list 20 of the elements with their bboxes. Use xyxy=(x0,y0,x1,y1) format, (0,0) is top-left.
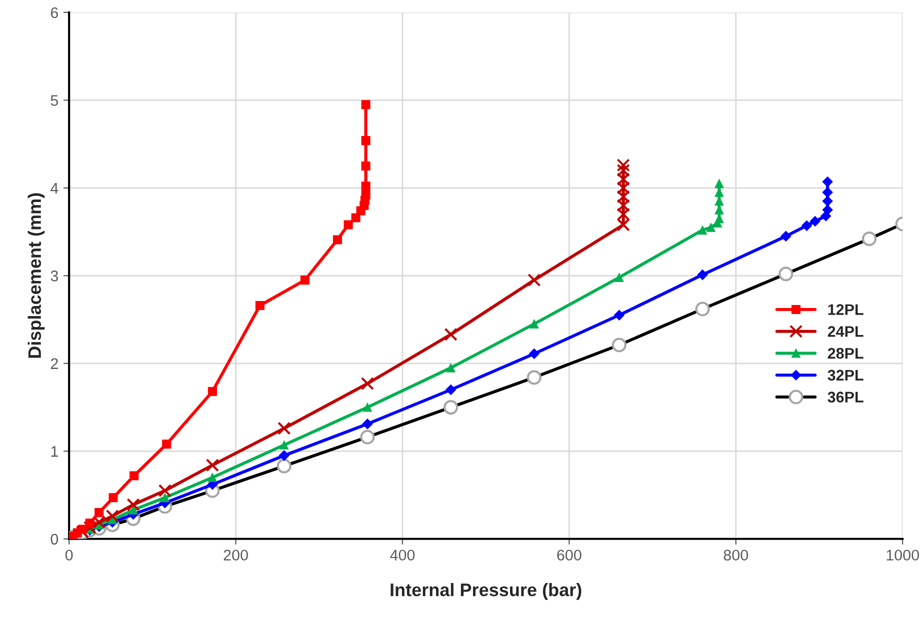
x-tick-label: 1000 xyxy=(886,550,919,561)
x-tick-label: 600 xyxy=(557,550,582,561)
legend-label: 32PL xyxy=(828,370,864,381)
x-tick-label: 400 xyxy=(390,550,415,561)
y-tick-label: 3 xyxy=(50,270,58,282)
y-tick-label: 4 xyxy=(50,182,58,194)
y-tick-label: 0 xyxy=(50,534,58,545)
x-tick-label: 200 xyxy=(224,550,248,561)
legend-label: 36PL xyxy=(828,392,864,403)
y-axis-title: Displacement (mm) xyxy=(28,193,45,358)
y-tick-label: 5 xyxy=(50,95,58,106)
x-tick-label: 800 xyxy=(724,550,748,561)
x-axis-title: Internal Pressure (bar) xyxy=(390,583,582,600)
legend-label: 28PL xyxy=(828,348,864,359)
y-tick-label: 6 xyxy=(50,7,58,18)
legend-label: 24PL xyxy=(828,326,864,337)
x-tick-label: 0 xyxy=(65,550,73,561)
y-tick-label: 2 xyxy=(50,358,58,369)
y-tick-label: 1 xyxy=(51,446,58,457)
legend-label: 12PL xyxy=(828,304,864,315)
